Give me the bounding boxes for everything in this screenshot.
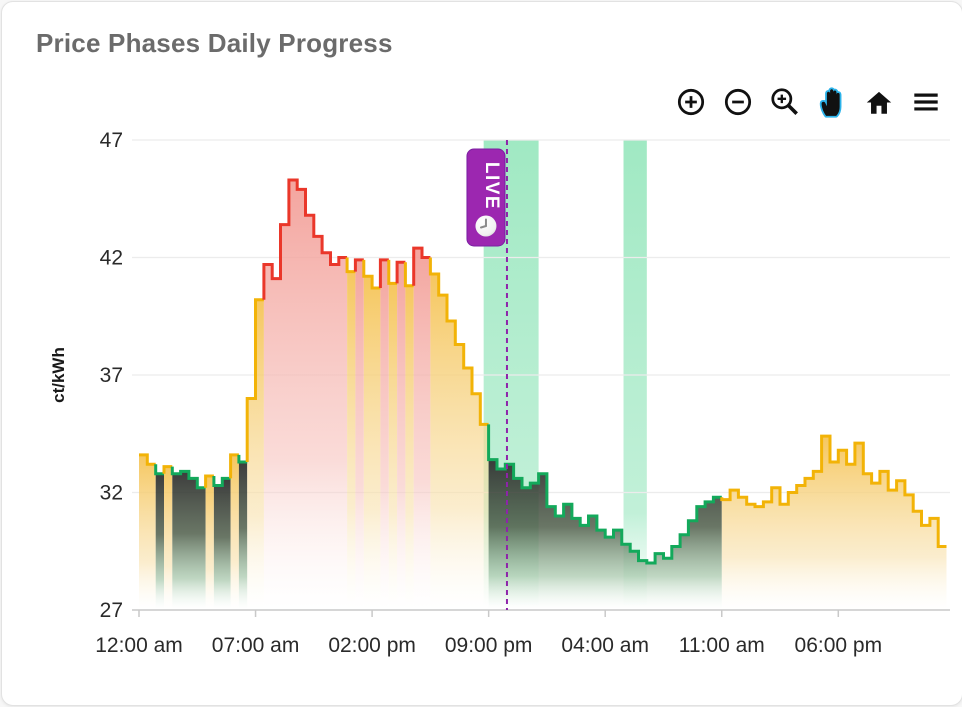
- low-price-step-line: [212, 476, 231, 487]
- normal-price-area: [164, 466, 173, 609]
- box-zoom-icon: [768, 85, 802, 119]
- x-tick-label: 09:00 pm: [445, 634, 533, 657]
- chart-toolbar: [673, 84, 944, 120]
- home-icon: [862, 85, 896, 119]
- zoom-out-button[interactable]: [720, 84, 756, 120]
- high-price-area: [380, 259, 389, 609]
- zoom-out-icon: [721, 85, 755, 119]
- high-price-step-line: [262, 178, 348, 300]
- high-price-area: [413, 248, 431, 609]
- normal-price-area: [405, 285, 414, 609]
- normal-price-area: [430, 274, 489, 609]
- high-price-step-line: [395, 260, 406, 284]
- low-price-area: [238, 462, 248, 609]
- menu-button[interactable]: [908, 84, 944, 120]
- normal-price-area: [388, 283, 398, 609]
- pan-hand-icon: [815, 85, 849, 119]
- normal-price-step-line: [139, 453, 156, 466]
- reset-home-button[interactable]: [861, 84, 897, 120]
- menu-icon: [909, 85, 943, 119]
- low-price-area: [213, 478, 231, 609]
- normal-price-area: [205, 476, 214, 609]
- normal-price-step-line: [720, 434, 947, 548]
- zoom-in-button[interactable]: [673, 84, 709, 120]
- normal-price-area: [247, 299, 264, 609]
- box-zoom-button[interactable]: [767, 84, 803, 120]
- pan-button[interactable]: [814, 84, 850, 120]
- x-tick-label: 11:00 am: [679, 634, 765, 657]
- normal-price-area: [363, 276, 381, 609]
- low-price-area: [155, 473, 164, 609]
- normal-price-step-line: [362, 259, 381, 290]
- low-price-step-line: [154, 464, 164, 476]
- low-price-step-line: [487, 424, 722, 565]
- normal-price-step-line: [245, 298, 264, 462]
- x-tick-label: 12:00 am: [95, 634, 183, 657]
- normal-price-step-line: [345, 257, 356, 274]
- normal-price-area: [139, 454, 156, 609]
- page-title: Price Phases Daily Progress: [36, 28, 393, 58]
- low-price-step-line: [170, 466, 206, 490]
- low-price-area: [172, 471, 206, 609]
- live-badge-label: LIVE: [481, 162, 502, 210]
- high-price-area: [263, 180, 348, 609]
- high-price-step-line: [353, 258, 364, 272]
- y-tick-label: 32: [100, 482, 123, 505]
- clock-hand-hour: [479, 225, 487, 229]
- zoom-in-icon: [674, 85, 708, 119]
- high-price-area: [397, 262, 406, 609]
- x-tick-label: 04:00 am: [561, 634, 649, 657]
- x-tick-label: 06:00 pm: [795, 634, 883, 657]
- high-price-area: [355, 259, 364, 609]
- y-tick-label: 37: [100, 364, 123, 387]
- normal-price-area: [721, 436, 947, 609]
- normal-price-step-line: [387, 259, 398, 285]
- normal-price-area: [347, 271, 356, 609]
- x-tick-label: 07:00 am: [212, 634, 300, 657]
- low-price-band: [623, 140, 647, 606]
- y-axis-title: ct/kWh: [49, 347, 68, 403]
- x-tick-label: 02:00 pm: [328, 634, 416, 657]
- normal-price-step-line: [403, 262, 414, 288]
- y-tick-label: 42: [100, 247, 123, 270]
- y-tick-label: 47: [100, 129, 123, 152]
- low-price-step-line: [237, 454, 248, 464]
- y-tick-label: 27: [100, 599, 123, 622]
- normal-price-step-line: [162, 465, 173, 474]
- high-price-step-line: [412, 246, 431, 286]
- normal-price-step-line: [204, 474, 214, 488]
- normal-price-step-line: [428, 257, 489, 426]
- high-price-step-line: [378, 258, 389, 288]
- normal-price-step-line: [229, 453, 239, 479]
- normal-price-area: [230, 454, 239, 609]
